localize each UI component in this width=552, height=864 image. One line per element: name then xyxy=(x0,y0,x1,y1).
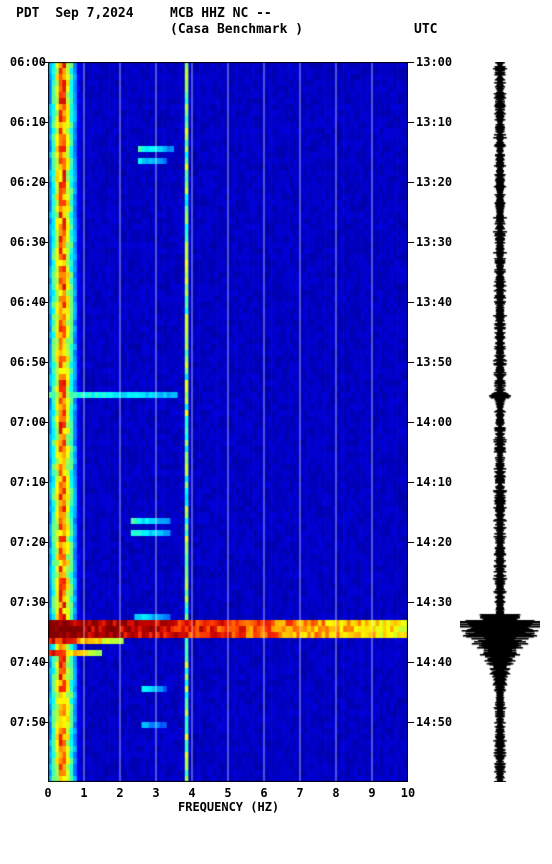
xtick: 5 xyxy=(218,786,238,800)
ytick-right: 13:00 xyxy=(416,55,466,69)
xtick: 1 xyxy=(74,786,94,800)
ytick-left: 06:40 xyxy=(0,295,46,309)
ytick-right: 13:50 xyxy=(416,355,466,369)
ytick-left: 07:40 xyxy=(0,655,46,669)
page-root: PDT Sep 7,2024 MCB HHZ NC -- (Casa Bench… xyxy=(0,0,552,864)
xtick: 6 xyxy=(254,786,274,800)
header-block: PDT Sep 7,2024 MCB HHZ NC -- (Casa Bench… xyxy=(0,6,552,21)
ytick-right: 13:30 xyxy=(416,235,466,249)
ytick-left: 06:00 xyxy=(0,55,46,69)
ytick-right: 13:40 xyxy=(416,295,466,309)
waveform-canvas xyxy=(460,62,540,782)
ytick-right: 13:10 xyxy=(416,115,466,129)
ytick-left: 07:50 xyxy=(0,715,46,729)
x-axis-label: FREQUENCY (HZ) xyxy=(178,800,279,814)
ytick-left: 07:20 xyxy=(0,535,46,549)
ytick-left: 07:10 xyxy=(0,475,46,489)
xtick: 3 xyxy=(146,786,166,800)
ytick-left: 06:10 xyxy=(0,115,46,129)
ytick-right: 14:30 xyxy=(416,595,466,609)
ytick-right: 14:50 xyxy=(416,715,466,729)
xtick: 2 xyxy=(110,786,130,800)
ytick-right: 14:00 xyxy=(416,415,466,429)
date-label: Sep 7,2024 xyxy=(55,6,133,21)
ytick-right: 14:40 xyxy=(416,655,466,669)
tz-right-label: UTC xyxy=(414,22,437,37)
ytick-right: 14:20 xyxy=(416,535,466,549)
ytick-left: 07:00 xyxy=(0,415,46,429)
xtick: 10 xyxy=(398,786,418,800)
xtick: 8 xyxy=(326,786,346,800)
waveform-panel xyxy=(460,62,540,782)
site-label: (Casa Benchmark ) xyxy=(170,22,303,37)
ytick-left: 06:30 xyxy=(0,235,46,249)
ytick-left: 07:30 xyxy=(0,595,46,609)
xtick: 9 xyxy=(362,786,382,800)
ytick-right: 13:20 xyxy=(416,175,466,189)
xtick: 0 xyxy=(38,786,58,800)
xtick: 4 xyxy=(182,786,202,800)
spectrogram-canvas xyxy=(48,62,408,782)
spectrogram-plot xyxy=(48,62,408,782)
ytick-left: 06:20 xyxy=(0,175,46,189)
tz-left-label: PDT xyxy=(16,6,39,21)
ytick-left: 06:50 xyxy=(0,355,46,369)
xtick: 7 xyxy=(290,786,310,800)
station-label: MCB HHZ NC -- xyxy=(170,6,272,21)
ytick-right: 14:10 xyxy=(416,475,466,489)
